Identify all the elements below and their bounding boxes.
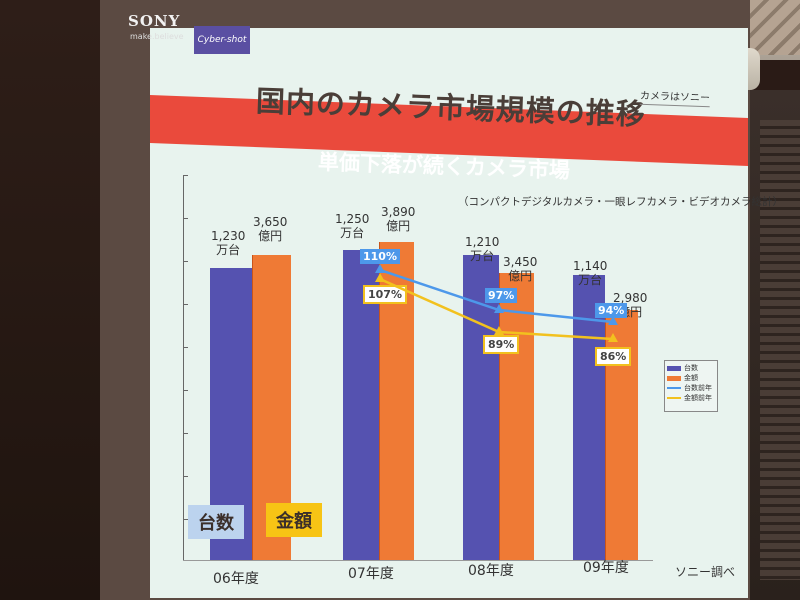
label-amount-08: 3,450 億円	[503, 255, 538, 283]
legend-item-amount: 金額	[667, 373, 715, 383]
window-blinds	[760, 120, 800, 580]
x-label-07: 07年度	[348, 566, 394, 582]
x-label-06: 06年度	[213, 571, 259, 587]
slogan: カメラはソニー	[639, 86, 711, 108]
pct-units-09: 94%	[595, 303, 628, 318]
legend-item-amount-yoy: 金額前年	[667, 393, 715, 403]
label-units-08: 1,210 万台	[465, 235, 500, 263]
units-yoy-line	[379, 268, 614, 324]
x-label-08: 08年度	[468, 563, 514, 579]
pct-amount-07: 107%	[363, 285, 407, 304]
legend-swatch	[667, 387, 681, 389]
brand-tagline: make.believe	[130, 32, 184, 41]
chart-legend: 台数 金額 台数前年 金額前年	[664, 360, 718, 412]
bar-chart: 1,230 万台 3,650 億円 1,250 万台 3,890 億円 110% 107…	[183, 175, 743, 587]
legend-item-units-yoy: 台数前年	[667, 383, 715, 393]
y-tick	[183, 476, 188, 477]
yoy-lines	[375, 264, 618, 342]
cybershot-logo: Cyber-shot	[194, 26, 250, 54]
pct-units-07: 110%	[360, 249, 400, 264]
label-amount-07: 3,890 億円	[381, 205, 416, 233]
y-tick	[183, 218, 188, 219]
legend-swatch	[667, 397, 681, 399]
sony-logo: SONY	[128, 12, 181, 30]
legend-swatch	[667, 365, 681, 371]
pct-amount-09: 86%	[595, 347, 632, 366]
brand-header: SONY make.believe Cyber-shot	[112, 8, 250, 54]
label-amount-06: 3,650 億円	[253, 215, 288, 243]
room-background-left	[0, 0, 105, 600]
bar-units-08	[463, 255, 499, 560]
y-tick	[183, 433, 188, 434]
label-units-09: 1,140 万台	[573, 259, 608, 287]
amount-tag: 金額	[266, 503, 322, 537]
y-tick	[183, 390, 188, 391]
units-tag: 台数	[188, 505, 244, 539]
label-units-07: 1,250 万台	[335, 212, 370, 240]
pct-units-08: 97%	[485, 288, 518, 303]
y-tick	[183, 519, 188, 520]
y-tick	[183, 175, 188, 176]
bar-amount-08	[499, 273, 534, 560]
y-tick	[183, 261, 188, 262]
bar-units-09	[573, 275, 605, 560]
source-label: ソニー調べ	[675, 565, 736, 579]
label-units-06: 1,230 万台	[211, 229, 246, 257]
x-label-09: 09年度	[583, 560, 629, 576]
legend-item-units: 台数	[667, 363, 715, 373]
chart-note: （コンパクトデジタルカメラ・一眼レフカメラ・ビデオカメラ総計）	[458, 196, 783, 208]
legend-swatch	[667, 375, 681, 381]
y-axis	[183, 175, 184, 560]
x-axis	[183, 560, 653, 561]
y-tick	[183, 347, 188, 348]
pct-amount-08: 89%	[483, 335, 520, 354]
y-tick	[183, 304, 188, 305]
